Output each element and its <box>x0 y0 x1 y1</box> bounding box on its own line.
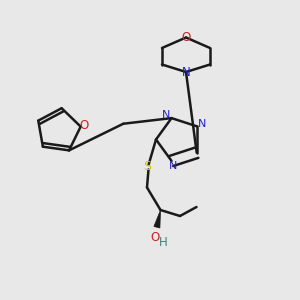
Text: O: O <box>80 118 89 132</box>
Text: N: N <box>198 119 206 129</box>
Text: O: O <box>182 31 190 44</box>
Text: S: S <box>143 160 151 173</box>
Polygon shape <box>154 210 160 228</box>
Text: O: O <box>151 231 160 244</box>
Text: N: N <box>169 161 177 171</box>
Text: H: H <box>158 236 167 249</box>
Text: N: N <box>182 65 190 79</box>
Text: N: N <box>162 110 170 119</box>
